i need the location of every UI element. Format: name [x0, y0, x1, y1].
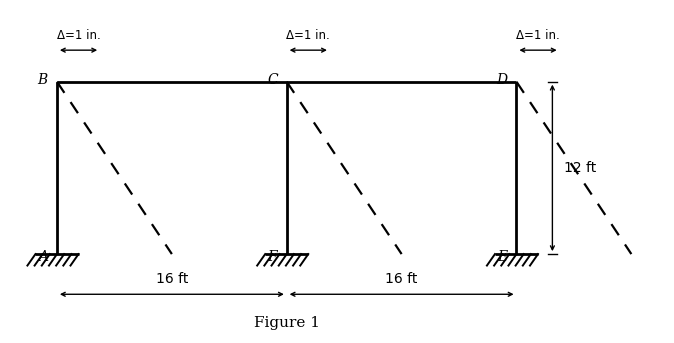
Text: Δ=1 in.: Δ=1 in.: [286, 28, 330, 42]
Text: 12 ft: 12 ft: [564, 161, 596, 175]
Text: Δ=1 in.: Δ=1 in.: [516, 28, 560, 42]
Text: Δ=1 in.: Δ=1 in.: [57, 28, 100, 42]
Text: Figure 1: Figure 1: [253, 316, 319, 330]
Text: B: B: [38, 73, 48, 87]
Text: 16 ft: 16 ft: [386, 272, 418, 286]
Text: 16 ft: 16 ft: [156, 272, 188, 286]
Text: E: E: [497, 250, 508, 264]
Text: A: A: [38, 250, 48, 264]
Text: F: F: [268, 250, 277, 264]
Text: C: C: [267, 73, 278, 87]
Text: D: D: [497, 73, 508, 87]
